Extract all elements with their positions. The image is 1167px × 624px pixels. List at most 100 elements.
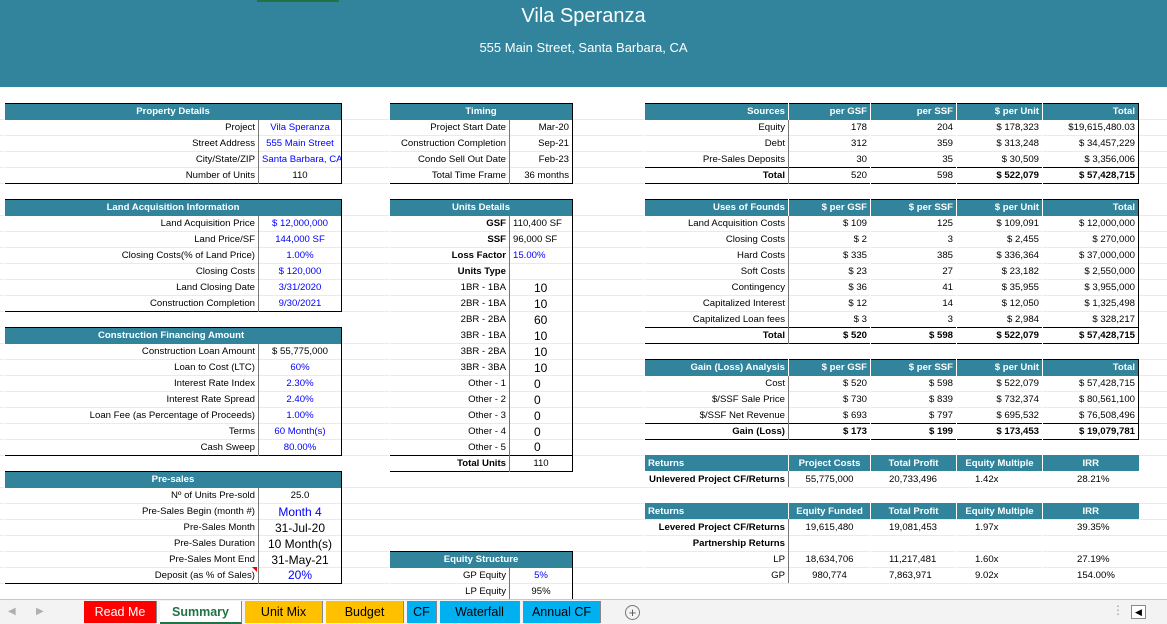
unit-count-cell[interactable]: 10 <box>509 295 573 312</box>
value-cell[interactable]: 20,733,496 <box>870 471 957 487</box>
unit-count-cell[interactable]: 0 <box>509 407 573 424</box>
loss-factor-cell[interactable]: 15.00% <box>509 247 573 264</box>
land-closing-date-cell[interactable]: 3/31/2020 <box>257 279 342 296</box>
units-presold-cell[interactable]: 25.0 <box>257 487 342 504</box>
value-cell[interactable]: $ 732,374 <box>956 391 1043 408</box>
value-cell[interactable]: $ 80,561,100 <box>1042 391 1139 408</box>
value-cell[interactable]: $ 3,955,000 <box>1042 279 1139 296</box>
value-cell[interactable] <box>956 535 1043 551</box>
loan-amount-cell[interactable]: $ 55,775,000 <box>257 343 342 360</box>
value-cell[interactable]: $ 12,050 <box>956 295 1043 312</box>
street-address-cell[interactable]: 555 Main Street <box>258 135 342 152</box>
scroll-left-icon[interactable]: ◀ <box>1131 605 1146 619</box>
unit-count-cell[interactable]: 0 <box>509 423 573 440</box>
value-cell[interactable]: $ 178,323 <box>956 119 1043 136</box>
interest-index-cell[interactable]: 2.30% <box>257 375 342 392</box>
total-cell[interactable]: $ 57,428,715 <box>1042 327 1139 344</box>
city-state-zip-cell[interactable]: Santa Barbara, CA <box>258 151 342 168</box>
loan-fee-cell[interactable]: 1.00% <box>257 407 342 424</box>
project-start-cell[interactable]: Mar-20 <box>509 119 573 136</box>
unit-count-cell[interactable]: 0 <box>509 375 573 392</box>
value-cell[interactable]: $ 3,356,006 <box>1042 151 1139 168</box>
value-cell[interactable]: 359 <box>870 135 957 152</box>
total-cell[interactable]: $ 522,079 <box>956 167 1043 184</box>
total-cell[interactable]: $ 57,428,715 <box>1042 167 1139 184</box>
ltc-cell[interactable]: 60% <box>257 359 342 376</box>
closing-costs-pct-cell[interactable]: 1.00% <box>257 247 342 264</box>
lp-equity-cell[interactable]: 95% <box>508 583 573 600</box>
total-cell[interactable]: $ 173,453 <box>956 423 1043 440</box>
value-cell[interactable]: $ 336,364 <box>956 247 1043 264</box>
project-name-cell[interactable]: Vila Speranza <box>258 119 342 136</box>
value-cell[interactable]: $ 335 <box>788 247 871 264</box>
sheet-tab-read-me[interactable]: Read Me <box>84 601 157 623</box>
value-cell[interactable]: 27 <box>870 263 957 280</box>
value-cell[interactable]: 3 <box>870 231 957 248</box>
value-cell[interactable]: $ 30,509 <box>956 151 1043 168</box>
total-units-cell[interactable]: 110 <box>509 455 573 472</box>
sheet-tab-summary[interactable]: Summary <box>160 601 242 624</box>
value-cell[interactable]: $ 12,000,000 <box>1042 215 1139 232</box>
cash-sweep-cell[interactable]: 80.00% <box>257 439 342 456</box>
construction-completion-cell[interactable]: 9/30/2021 <box>257 295 342 312</box>
value-cell[interactable]: 19,081,453 <box>870 519 957 535</box>
land-price-sf-cell[interactable]: 144,000 SF <box>257 231 342 248</box>
value-cell[interactable]: 1.42x <box>956 471 1043 487</box>
total-cell[interactable]: $ 522,079 <box>956 327 1043 344</box>
total-cell[interactable]: $ 520 <box>788 327 871 344</box>
value-cell[interactable]: $ 328,217 <box>1042 311 1139 328</box>
value-cell[interactable]: $ 839 <box>870 391 957 408</box>
value-cell[interactable]: $ 695,532 <box>956 407 1043 424</box>
presales-month-cell[interactable]: 31-Jul-20 <box>257 519 342 536</box>
value-cell[interactable]: 30 <box>788 151 871 168</box>
value-cell[interactable]: $ 34,457,229 <box>1042 135 1139 152</box>
value-cell[interactable]: $ 3 <box>788 311 871 328</box>
value-cell[interactable]: $ 313,248 <box>956 135 1043 152</box>
presales-duration-cell[interactable]: 10 Month(s) <box>257 535 342 552</box>
comment-indicator-icon[interactable] <box>252 567 257 572</box>
value-cell[interactable]: $ 109 <box>788 215 871 232</box>
value-cell[interactable]: $ 520 <box>788 375 871 392</box>
sheet-tab-budget[interactable]: Budget <box>326 601 404 623</box>
unit-count-cell[interactable]: 10 <box>509 327 573 344</box>
value-cell[interactable]: 35 <box>870 151 957 168</box>
value-cell[interactable]: $ 37,000,000 <box>1042 247 1139 264</box>
unit-count-cell[interactable]: 10 <box>509 279 573 296</box>
value-cell[interactable]: 11,217,481 <box>870 551 957 567</box>
total-cell[interactable]: 520 <box>788 167 871 184</box>
value-cell[interactable]: $ 2,550,000 <box>1042 263 1139 280</box>
value-cell[interactable]: $ 12 <box>788 295 871 312</box>
total-cell[interactable]: $ 173 <box>788 423 871 440</box>
unit-count-cell[interactable]: 60 <box>509 311 573 328</box>
value-cell[interactable]: 3 <box>870 311 957 328</box>
value-cell[interactable]: $19,615,480.03 <box>1042 119 1139 136</box>
total-cell[interactable]: $ 598 <box>870 327 957 344</box>
sheet-tab-unit-mix[interactable]: Unit Mix <box>245 601 323 623</box>
value-cell[interactable]: 28.21% <box>1042 471 1139 487</box>
next-sheet-icon[interactable]: ▶ <box>36 606 44 617</box>
ssf-cell[interactable]: 96,000 SF <box>509 231 573 248</box>
value-cell[interactable]: 19,615,480 <box>788 519 871 535</box>
value-cell[interactable]: $ 36 <box>788 279 871 296</box>
value-cell[interactable]: $ 23 <box>788 263 871 280</box>
value-cell[interactable]: 41 <box>870 279 957 296</box>
value-cell[interactable]: $ 270,000 <box>1042 231 1139 248</box>
empty-cell[interactable] <box>509 263 573 280</box>
more-options-icon[interactable]: ⋮ <box>1112 603 1124 617</box>
value-cell[interactable]: 18,634,706 <box>788 551 871 567</box>
value-cell[interactable]: $ 2,455 <box>956 231 1043 248</box>
land-price-cell[interactable]: $ 12,000,000 <box>257 215 342 232</box>
value-cell[interactable]: $ 730 <box>788 391 871 408</box>
value-cell[interactable]: 125 <box>870 215 957 232</box>
value-cell[interactable] <box>1042 535 1139 551</box>
presales-end-cell[interactable]: 31-May-21 <box>257 551 342 568</box>
value-cell[interactable] <box>870 535 957 551</box>
value-cell[interactable] <box>788 535 871 551</box>
value-cell[interactable]: 980,774 <box>788 567 871 583</box>
gp-equity-cell[interactable]: 5% <box>508 567 573 584</box>
total-cell[interactable]: $ 19,079,781 <box>1042 423 1139 440</box>
interest-spread-cell[interactable]: 2.40% <box>257 391 342 408</box>
value-cell[interactable]: 154.00% <box>1042 567 1139 583</box>
closing-costs-cell[interactable]: $ 120,000 <box>257 263 342 280</box>
sheet-tab-waterfall[interactable]: Waterfall <box>440 601 520 623</box>
